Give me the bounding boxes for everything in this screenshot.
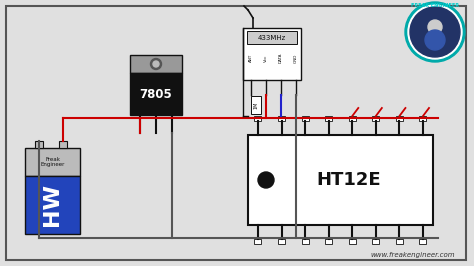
Circle shape	[428, 20, 442, 34]
Circle shape	[410, 7, 460, 57]
Text: FREAK ENGINEER: FREAK ENGINEER	[411, 3, 459, 8]
Bar	[59, 141, 67, 148]
Bar	[243, 28, 301, 80]
Text: DATA: DATA	[279, 53, 283, 63]
Circle shape	[258, 172, 274, 188]
Text: Vcc: Vcc	[264, 54, 268, 62]
Bar	[251, 96, 261, 114]
Bar	[25, 176, 80, 234]
Bar	[248, 135, 433, 225]
Bar	[130, 55, 182, 73]
Bar	[301, 239, 309, 244]
Bar	[349, 239, 356, 244]
Bar	[247, 31, 297, 44]
Circle shape	[405, 2, 465, 62]
Bar	[419, 239, 427, 244]
Text: ANT: ANT	[249, 54, 253, 62]
Text: www.freakengineer.com: www.freakengineer.com	[370, 252, 455, 258]
Text: GND: GND	[294, 53, 298, 63]
Bar	[325, 116, 332, 121]
Text: HW: HW	[43, 184, 63, 227]
Bar	[278, 116, 285, 121]
Text: HT12E: HT12E	[316, 171, 381, 189]
Text: 7805: 7805	[140, 88, 173, 101]
Bar	[301, 116, 309, 121]
Bar	[255, 239, 262, 244]
Bar	[130, 73, 182, 115]
Circle shape	[408, 5, 462, 59]
Text: Freak
Engineer: Freak Engineer	[40, 157, 64, 167]
Text: 1M: 1M	[254, 101, 258, 109]
Bar	[396, 239, 403, 244]
Bar	[349, 116, 356, 121]
Bar	[373, 116, 379, 121]
Text: 433MHz: 433MHz	[258, 35, 286, 41]
Bar	[396, 116, 403, 121]
Bar	[35, 141, 43, 148]
Bar	[373, 239, 379, 244]
Bar	[255, 116, 262, 121]
Circle shape	[151, 59, 162, 69]
Bar	[419, 116, 427, 121]
Circle shape	[425, 30, 445, 50]
Bar	[25, 148, 80, 176]
Circle shape	[153, 61, 159, 67]
Bar	[278, 239, 285, 244]
Bar	[325, 239, 332, 244]
